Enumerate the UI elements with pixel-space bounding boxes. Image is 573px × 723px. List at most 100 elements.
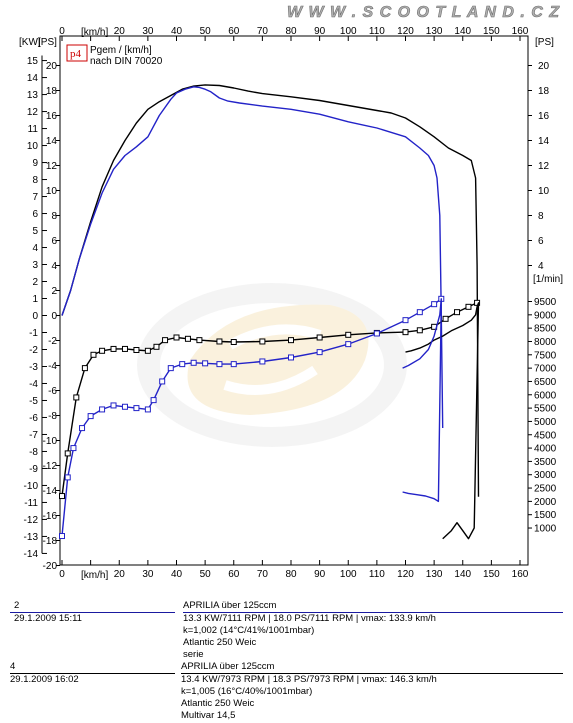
series-marker <box>144 347 151 354</box>
series-marker <box>64 450 71 457</box>
x-tick-label-top: 30 <box>142 26 154 37</box>
x-tick-label-bottom: 130 <box>426 569 443 580</box>
bottom-x-axis-label: [km/h] <box>81 570 108 581</box>
kw-tick-label: -10 <box>24 481 39 492</box>
rpm-tick-label: 7000 <box>534 364 557 375</box>
x-tick-label-bottom: 0 <box>59 569 65 580</box>
rpm-tick-label: 2000 <box>534 497 557 508</box>
legend-line-2: nach DIN 70020 <box>90 56 163 67</box>
rpm-tick-label: 7500 <box>534 350 557 361</box>
series-marker <box>442 315 449 322</box>
x-tick-label-top: 70 <box>257 26 269 37</box>
rpm-tick-label: 2500 <box>534 484 557 495</box>
legend-tag: p4 <box>70 48 82 60</box>
kw-tick-label: 8 <box>32 175 38 186</box>
x-tick-label-top: 130 <box>426 26 443 37</box>
x-tick-label-top: 150 <box>483 26 500 37</box>
ps-left-tick-label: 18 <box>46 86 58 97</box>
x-tick-label-bottom: 150 <box>483 569 500 580</box>
kw-tick-label: 2 <box>32 277 38 288</box>
kw-tick-label: -5 <box>29 396 38 407</box>
series-marker <box>431 301 438 308</box>
series-marker <box>288 354 294 361</box>
series-marker <box>173 334 180 341</box>
series-marker <box>73 394 80 401</box>
ps-left-tick-label: 0 <box>51 311 57 322</box>
series-marker <box>316 349 323 356</box>
x-tick-label-bottom: 40 <box>171 569 183 580</box>
x-tick-label-bottom: 120 <box>397 569 414 580</box>
rpm-tick-label: 5000 <box>534 417 557 428</box>
ps-right-tick-label: 8 <box>538 211 544 222</box>
run-1-note: serie <box>183 649 204 660</box>
kw-tick-label: 3 <box>32 260 38 271</box>
series-marker <box>416 309 423 316</box>
x-tick-label-top: 50 <box>200 26 212 37</box>
run-1-datetime: 29.1.2009 15:11 <box>14 613 82 624</box>
series-marker <box>121 345 128 352</box>
series-marker <box>70 445 77 452</box>
x-tick-label-bottom: 60 <box>228 569 240 580</box>
ps-right-tick-label: 6 <box>538 236 544 247</box>
series-marker <box>184 335 191 342</box>
run-1-vehicle: Atlantic 250 Weic <box>183 637 257 648</box>
series-line-3 <box>405 302 480 540</box>
x-tick-label-top: 60 <box>228 26 240 37</box>
ps-left-tick-label: -10 <box>43 436 58 447</box>
series-marker <box>81 365 88 372</box>
left-ps-axis-label: [PS] <box>38 37 57 48</box>
kw-tick-label: 5 <box>32 226 38 237</box>
run-2-datetime: 29.1.2009 16:02 <box>10 674 79 685</box>
series-marker <box>179 361 186 368</box>
series-marker <box>159 378 166 385</box>
x-tick-label-bottom: 90 <box>314 569 326 580</box>
series-line-1 <box>61 86 444 429</box>
series-marker <box>99 347 106 354</box>
kw-tick-label: -11 <box>24 498 38 509</box>
series-marker <box>454 309 461 316</box>
ps-left-tick-label: 8 <box>51 211 57 222</box>
series-marker <box>259 358 266 365</box>
right-rpm-axis-label: [1/min] <box>533 274 563 285</box>
run-2-correction: k=1,005 (16°C/40%/1001mbar) <box>181 686 313 697</box>
kw-tick-label: 10 <box>27 141 39 152</box>
rpm-tick-label: 6000 <box>534 390 557 401</box>
ps-left-tick-label: 6 <box>51 236 57 247</box>
x-tick-label-top: 0 <box>59 26 65 37</box>
x-tick-label-top: 90 <box>314 26 326 37</box>
kw-tick-label: 6 <box>32 209 38 220</box>
rpm-tick-label: 4500 <box>534 430 557 441</box>
run-1-id: 2 <box>14 600 20 611</box>
ps-left-tick-label: -4 <box>48 361 57 372</box>
x-tick-label-bottom: 100 <box>340 569 357 580</box>
kw-tick-label: 12 <box>27 107 39 118</box>
x-tick-label-bottom: 80 <box>285 569 297 580</box>
series-marker <box>110 402 117 409</box>
series-marker <box>345 341 352 348</box>
scootland-logo-watermark <box>137 283 407 447</box>
series-marker <box>144 406 151 413</box>
series-marker <box>316 334 323 341</box>
series-marker <box>162 337 169 344</box>
rpm-tick-label: 1500 <box>534 510 557 521</box>
series-marker <box>216 361 223 368</box>
ps-left-tick-label: 16 <box>46 111 58 122</box>
series-line-0 <box>61 84 480 497</box>
x-tick-label-bottom: 30 <box>142 569 154 580</box>
legend-line-1: Pgem / [km/h] <box>90 45 152 56</box>
series-marker <box>402 329 409 336</box>
kw-tick-label: 0 <box>32 311 38 322</box>
series-marker <box>153 343 160 350</box>
rpm-tick-label: 3000 <box>534 470 557 481</box>
ps-left-tick-label: -18 <box>43 536 58 547</box>
run-1-title: APRILIA über 125ccm <box>183 600 277 611</box>
run-2-title-rule <box>181 673 563 674</box>
kw-tick-label: -12 <box>24 515 39 526</box>
series-marker <box>402 317 409 324</box>
kw-tick-label: 9 <box>32 158 38 169</box>
x-tick-label-top: 100 <box>340 26 357 37</box>
x-tick-label-top: 140 <box>454 26 471 37</box>
ps-right-tick-label: 12 <box>538 161 550 172</box>
kw-tick-label: 13 <box>27 90 39 101</box>
series-marker <box>133 405 140 412</box>
